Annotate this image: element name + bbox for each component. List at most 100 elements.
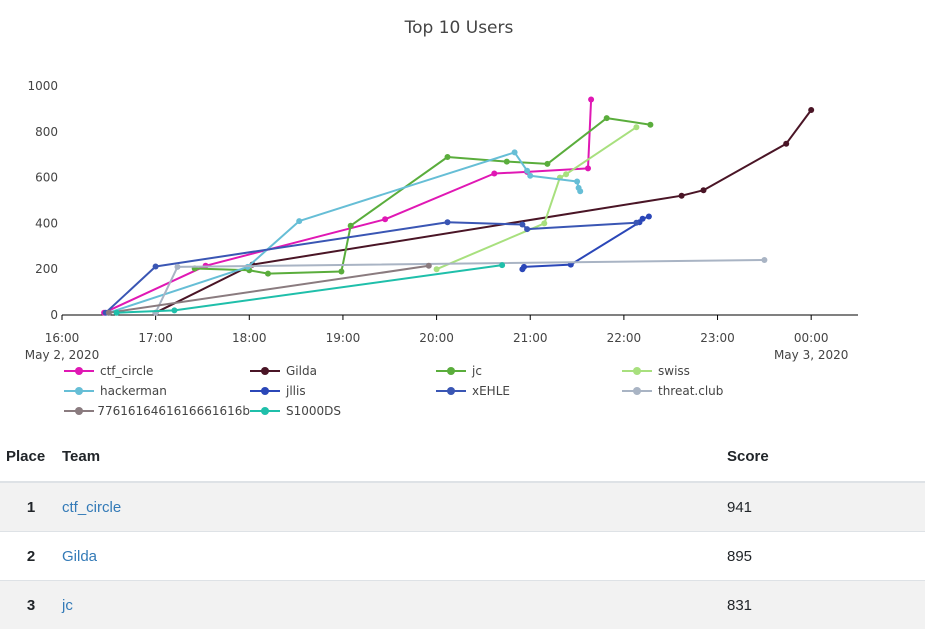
data-point — [808, 107, 814, 113]
data-point — [633, 124, 639, 130]
x-tick-label: 17:00 — [138, 331, 173, 345]
legend-label: xEHLE — [472, 384, 510, 398]
table-header-row: Place Team Score — [0, 432, 925, 482]
data-point — [445, 219, 451, 225]
data-point — [265, 271, 271, 277]
data-point — [521, 264, 527, 270]
score-cell: 895 — [727, 532, 925, 581]
data-point — [171, 307, 177, 313]
legend-label: S1000DS — [286, 404, 341, 418]
legend-label: swiss — [658, 364, 690, 378]
legend-swatch — [250, 364, 280, 378]
data-point — [426, 263, 432, 269]
score-cell: 941 — [727, 482, 925, 532]
data-point — [106, 310, 112, 316]
series-threat.club — [153, 257, 768, 316]
team-header: Team — [62, 432, 727, 482]
data-point — [434, 266, 440, 272]
legend-item[interactable]: xEHLE — [436, 381, 622, 400]
legend-swatch — [622, 364, 652, 378]
data-point — [585, 165, 591, 171]
legend-swatch — [250, 384, 280, 398]
series-hackerman — [106, 149, 583, 315]
x-tick-sublabel: May 3, 2020 — [774, 348, 848, 362]
x-tick-sublabel: May 2, 2020 — [25, 348, 99, 362]
y-tick-label: 1000 — [27, 79, 58, 93]
y-tick-label: 800 — [35, 125, 58, 139]
x-tick-label: 19:00 — [326, 331, 361, 345]
legend-item[interactable]: jllis — [250, 381, 436, 400]
table-row: 3 jc 831 — [0, 581, 925, 629]
legend-item[interactable]: swiss — [622, 361, 808, 380]
legend-item[interactable]: 7761616461616661616b — [64, 401, 250, 420]
legend-item[interactable]: S1000DS — [250, 401, 436, 420]
data-point — [338, 269, 344, 275]
data-point — [761, 257, 767, 263]
data-point — [296, 218, 302, 224]
series-line — [437, 127, 637, 269]
legend-swatch — [250, 404, 280, 418]
data-point — [577, 188, 583, 194]
series-line — [109, 152, 580, 312]
place-cell: 1 — [0, 482, 62, 532]
data-point — [114, 310, 120, 316]
place-cell: 2 — [0, 532, 62, 581]
table-row: 1 ctf_circle 941 — [0, 482, 925, 532]
y-tick-label: 400 — [35, 216, 58, 230]
x-tick-label: 23:00 — [700, 331, 735, 345]
series-line — [156, 110, 812, 313]
plot-area — [101, 97, 814, 316]
data-point — [701, 187, 707, 193]
data-point — [640, 216, 646, 222]
series-Gilda — [153, 107, 815, 316]
y-tick-label: 0 — [50, 308, 58, 322]
place-cell: 3 — [0, 581, 62, 629]
y-tick-label: 200 — [35, 262, 58, 276]
x-tick-label: 00:00 — [794, 331, 829, 345]
x-tick-label: 18:00 — [232, 331, 267, 345]
data-point — [153, 264, 159, 270]
legend-item[interactable]: threat.club — [622, 381, 808, 400]
data-point — [604, 115, 610, 121]
data-point — [647, 122, 653, 128]
data-point — [783, 141, 789, 147]
x-tick-label: 21:00 — [513, 331, 548, 345]
data-point — [504, 159, 510, 165]
data-point — [588, 97, 594, 103]
legend-item[interactable]: jc — [436, 361, 622, 380]
score-header: Score — [727, 432, 925, 482]
legend-item[interactable]: Gilda — [250, 361, 436, 380]
legend-label: threat.club — [658, 384, 723, 398]
data-point — [527, 173, 533, 179]
data-point — [563, 171, 569, 177]
data-point — [445, 154, 451, 160]
legend-label: jllis — [286, 384, 306, 398]
data-point — [633, 220, 639, 226]
place-header: Place — [0, 432, 62, 482]
table-row: 2 Gilda 895 — [0, 532, 925, 581]
scoreboard-table: Place Team Score 1 ctf_circle 941 2 Gild… — [0, 432, 925, 629]
data-point — [491, 171, 497, 177]
team-link[interactable]: Gilda — [62, 532, 727, 581]
legend-item[interactable]: ctf_circle — [64, 361, 250, 380]
legend-item[interactable]: hackerman — [64, 381, 250, 400]
data-point — [348, 223, 354, 229]
data-point — [646, 214, 652, 220]
legend-swatch — [622, 384, 652, 398]
legend-label: 7761616461616661616b — [97, 404, 250, 418]
legend-label: Gilda — [286, 364, 317, 378]
series-swiss — [434, 124, 640, 272]
legend-label: jc — [472, 364, 482, 378]
x-tick-label: 22:00 — [607, 331, 642, 345]
series-S1000DS — [114, 262, 506, 316]
team-link[interactable]: jc — [62, 581, 727, 629]
legend-swatch — [64, 404, 91, 418]
data-point — [679, 193, 685, 199]
data-point — [175, 264, 181, 270]
x-tick-label: 16:00 — [45, 331, 80, 345]
chart-legend: ctf_circle Gilda jc swiss hackerman jllis xEHL… — [64, 361, 864, 420]
score-cell: 831 — [727, 581, 925, 629]
team-link[interactable]: ctf_circle — [62, 482, 727, 532]
